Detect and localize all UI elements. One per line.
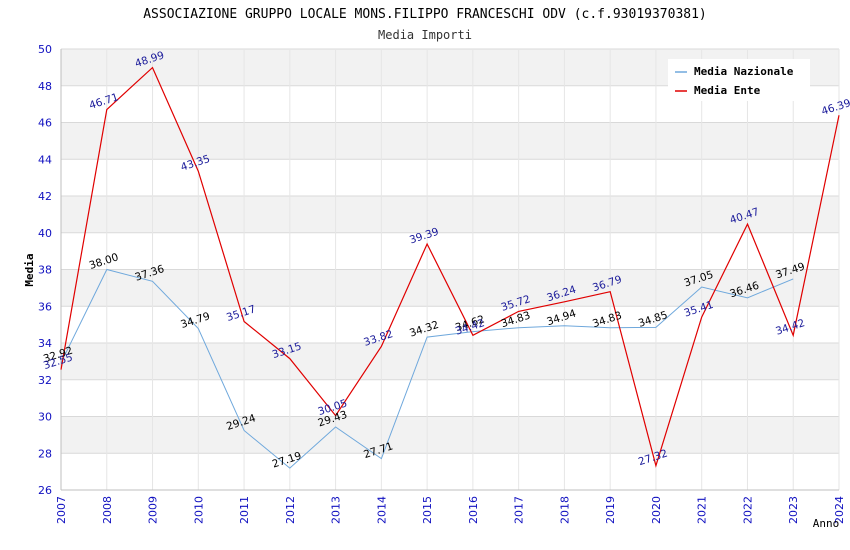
y-tick-label: 36 — [38, 300, 52, 313]
x-tick-label: 2009 — [147, 496, 160, 524]
x-tick-label: 2015 — [421, 496, 434, 524]
y-tick-label: 48 — [38, 80, 52, 93]
x-tick-label: 2012 — [284, 496, 297, 524]
y-tick-label: 30 — [38, 411, 52, 424]
plot-band — [61, 343, 839, 380]
y-tick-label: 32 — [38, 374, 52, 387]
plot-band — [61, 196, 839, 233]
y-tick-label: 26 — [38, 484, 52, 497]
plot-band — [61, 122, 839, 160]
legend-label-ente: Media Ente — [694, 84, 761, 97]
y-tick-label: 40 — [38, 227, 52, 240]
y-axis-title: Media — [23, 253, 36, 286]
x-tick-label: 2020 — [650, 496, 663, 524]
plot-band — [61, 416, 839, 454]
x-tick-label: 2019 — [604, 496, 617, 524]
y-tick-label: 44 — [38, 153, 52, 166]
x-tick-label: 2022 — [741, 496, 754, 524]
x-tick-label: 2017 — [513, 496, 526, 524]
x-tick-label: 2016 — [467, 496, 480, 524]
x-tick-label: 2010 — [192, 496, 205, 524]
y-tick-label: 46 — [38, 117, 52, 130]
legend-label-nazionale: Media Nazionale — [694, 65, 794, 78]
series-lines — [60, 66, 840, 469]
x-tick-label: 2018 — [558, 496, 571, 524]
x-tick-label: 2013 — [330, 496, 343, 524]
y-tick-label: 38 — [38, 264, 52, 277]
plot-band — [61, 159, 839, 196]
axes: 26 28 30 32 34 36 38 40 42 44 46 48 50 2007 2008 2009 20… — [38, 43, 846, 524]
plot-band — [61, 269, 839, 307]
y-tick-label: 50 — [38, 43, 52, 56]
y-tick-label: 28 — [38, 447, 52, 460]
series-line-media-ente — [60, 66, 840, 468]
x-tick-label: 2014 — [375, 496, 388, 524]
legend-box — [668, 59, 810, 101]
x-tick-label: 2023 — [787, 496, 800, 524]
plot-band — [61, 379, 839, 417]
plot-band — [61, 453, 839, 490]
legend: Media Nazionale Media Ente — [668, 59, 810, 101]
plot-band — [61, 306, 839, 343]
chart-subtitle: Media Importi — [378, 28, 472, 42]
y-tick-label: 34 — [38, 337, 52, 350]
x-tick-label: 2008 — [101, 496, 114, 524]
chart-title: ASSOCIAZIONE GRUPPO LOCALE MONS.FILIPPO … — [143, 7, 707, 22]
y-tick-label: 42 — [38, 190, 52, 203]
x-tick-label: 2024 — [833, 496, 846, 524]
x-tick-label: 2007 — [55, 496, 68, 524]
plot-background-bands — [61, 49, 839, 490]
x-tick-label: 2011 — [238, 496, 251, 524]
x-tick-label: 2021 — [696, 496, 709, 524]
plot-band — [61, 232, 839, 270]
x-axis-title: Anno — [813, 517, 840, 530]
series-line-media-nazionale — [60, 268, 794, 469]
